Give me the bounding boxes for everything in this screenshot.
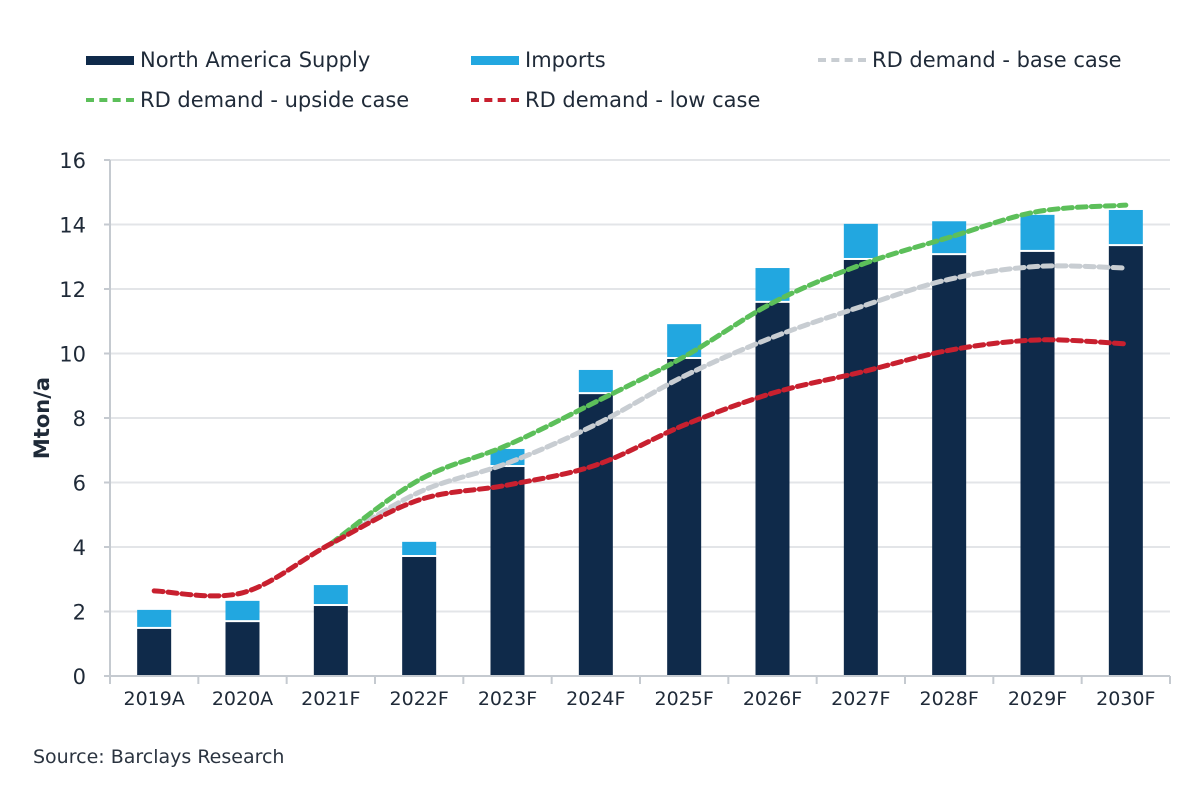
bar-north-america-supply [843, 259, 878, 676]
x-tick-label: 2021F [301, 688, 360, 710]
bar-north-america-supply [225, 622, 260, 676]
x-tick-label: 2026F [743, 688, 802, 710]
bar-imports [843, 223, 878, 258]
x-tick-label: 2020A [212, 688, 273, 710]
bar-north-america-supply [667, 358, 702, 676]
legend-item-low-case: RD demand - low case [471, 88, 760, 112]
bar-imports [1020, 214, 1055, 250]
bars [137, 209, 1143, 677]
y-tick-label: 6 [73, 472, 86, 496]
x-tick-label: 2030F [1096, 688, 1155, 710]
y-tick-label: 2 [73, 601, 86, 625]
axes: 0 2 4 6 8 10 12 14 16 2019A 2020A 2021F 2022F 2023F 20… [59, 149, 1171, 710]
bar-imports [137, 609, 172, 627]
line-rd-demand-upside-case [328, 202, 1129, 547]
bar-imports [313, 585, 348, 605]
bar-north-america-supply [755, 302, 790, 676]
y-tick-label: 10 [59, 343, 86, 367]
x-tick-label: 2025F [655, 688, 714, 710]
bar-north-america-supply [932, 255, 967, 676]
x-tick-label: 2022F [390, 688, 449, 710]
legend-swatch-base-case [818, 58, 866, 62]
legend-item-upside-case: RD demand - upside case [86, 88, 409, 112]
bar-imports [402, 541, 437, 555]
legend-swatch-imports [471, 55, 519, 65]
legend-item-imports: Imports [471, 48, 606, 72]
y-axis-label: Mton/a [30, 377, 54, 459]
legend-swatch-north-america-supply [86, 55, 134, 65]
y-tick-label: 8 [73, 407, 86, 431]
line-rd-demand-low-case [151, 337, 1129, 599]
x-tick-label: 2028F [920, 688, 979, 710]
gridlines [110, 159, 1170, 613]
legend-label: North America Supply [140, 48, 371, 72]
y-tick-label: 12 [59, 278, 86, 302]
bar-imports [1108, 209, 1143, 245]
bar-north-america-supply [313, 606, 348, 676]
line-rd-demand-base-case [328, 263, 1129, 547]
demand-lines [151, 202, 1129, 599]
x-tick-label: 2024F [566, 688, 625, 710]
legend-swatch-low-case [471, 98, 519, 102]
bar-north-america-supply [490, 467, 525, 676]
x-tick-label: 2027F [831, 688, 890, 710]
x-tick-label: 2019A [123, 688, 184, 710]
bar-north-america-supply [1108, 246, 1143, 677]
chart-legend: North America Supply Imports RD demand -… [0, 0, 1200, 130]
bar-north-america-supply [1020, 251, 1055, 676]
y-tick-label: 0 [73, 665, 86, 689]
y-tick-label: 16 [59, 149, 86, 173]
y-tick-label: 14 [59, 214, 86, 238]
legend-label: RD demand - low case [525, 88, 761, 112]
bar-north-america-supply [137, 628, 172, 676]
bar-imports [578, 369, 613, 393]
bar-north-america-supply [578, 394, 613, 676]
legend-label: RD demand - base case [872, 48, 1122, 72]
bar-imports [225, 600, 260, 621]
legend-label: RD demand - upside case [140, 88, 410, 112]
x-tick-label: 2029F [1008, 688, 1067, 710]
x-tick-label: 2023F [478, 688, 537, 710]
legend-swatch-upside-case [86, 98, 134, 102]
legend-item-base-case: RD demand - base case [818, 48, 1122, 72]
legend-label: Imports [525, 48, 606, 72]
source-note: Source: Barclays Research [33, 746, 285, 768]
y-tick-label: 4 [73, 536, 86, 560]
bar-north-america-supply [402, 556, 437, 676]
legend-item-north-america-supply: North America Supply [86, 48, 370, 72]
